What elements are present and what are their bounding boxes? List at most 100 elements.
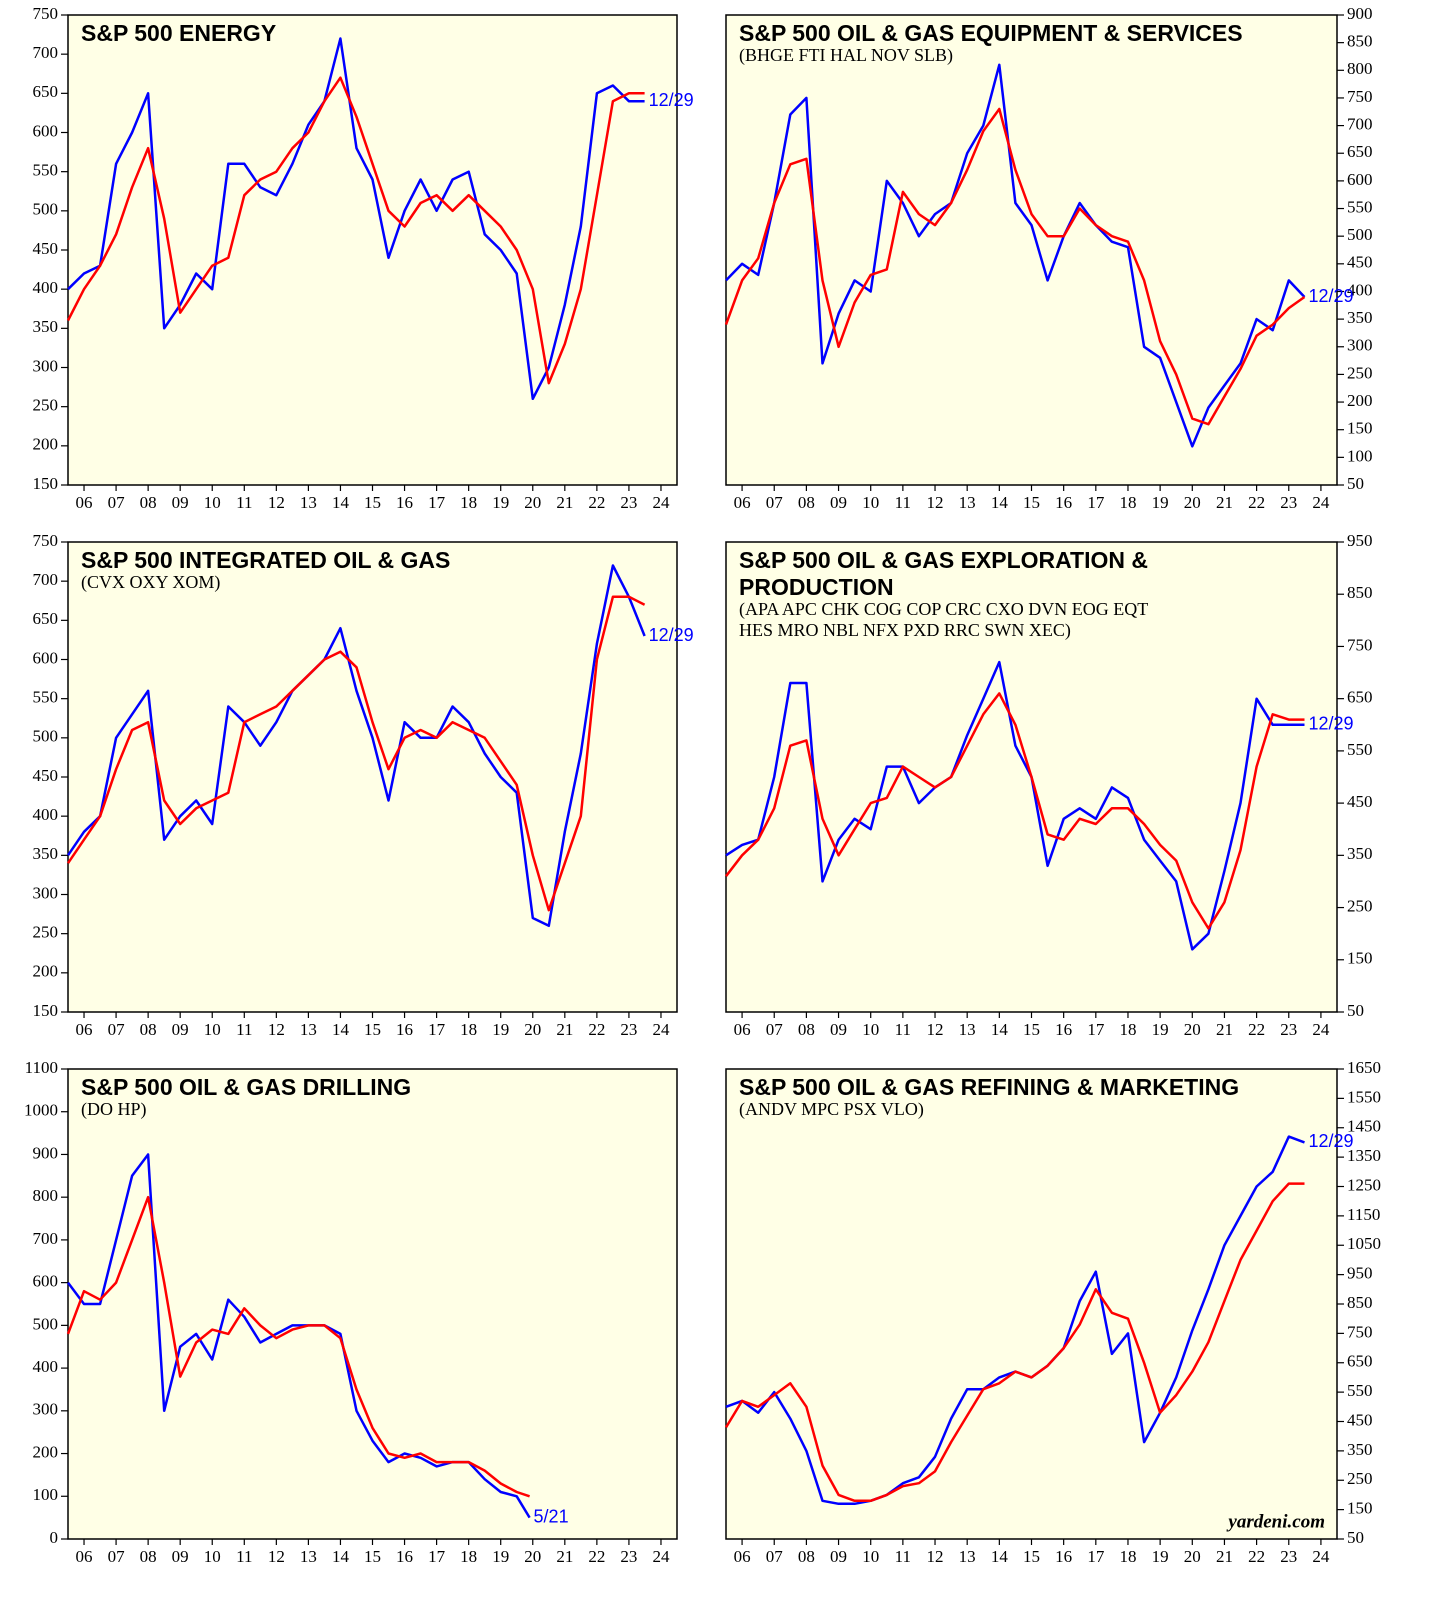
x-tick-label: 10 (862, 493, 879, 512)
panel-subtitle: (CVX OXY XOM) (81, 572, 220, 593)
y-tick-label: 950 (1347, 531, 1373, 550)
x-tick-label: 11 (895, 1547, 911, 1566)
y-tick-label: 650 (33, 82, 59, 101)
y-tick-label: 500 (33, 1314, 59, 1333)
x-tick-label: 20 (1184, 1020, 1201, 1039)
x-tick-label: 23 (620, 1020, 637, 1039)
x-tick-label: 16 (1055, 1547, 1072, 1566)
x-tick-label: 21 (1216, 493, 1233, 512)
x-tick-label: 15 (364, 1547, 381, 1566)
y-tick-label: 800 (1347, 59, 1373, 78)
x-tick-label: 23 (1280, 1547, 1297, 1566)
x-tick-label: 20 (1184, 493, 1201, 512)
y-tick-label: 650 (1347, 142, 1373, 161)
x-tick-label: 15 (1023, 1020, 1040, 1039)
x-tick-label: 07 (766, 1547, 784, 1566)
x-tick-label: 14 (332, 493, 350, 512)
x-tick-label: 15 (364, 493, 381, 512)
x-tick-label: 20 (524, 1020, 541, 1039)
y-tick-label: 600 (33, 121, 59, 140)
panel-subtitle: (DO HP) (81, 1099, 147, 1120)
end-label: 12/29 (1309, 714, 1354, 734)
x-tick-label: 06 (76, 1547, 93, 1566)
x-tick-label: 06 (734, 1547, 751, 1566)
y-tick-label: 600 (33, 648, 59, 667)
x-tick-label: 09 (172, 1547, 189, 1566)
x-tick-label: 14 (991, 493, 1009, 512)
y-tick-label: 250 (1347, 363, 1373, 382)
y-tick-label: 150 (1347, 949, 1373, 968)
y-tick-label: 900 (33, 1143, 59, 1162)
x-tick-label: 13 (959, 1020, 976, 1039)
y-tick-label: 150 (1347, 1499, 1373, 1518)
series-line (724, 1182, 1305, 1503)
x-tick-label: 21 (556, 1020, 573, 1039)
panel: 150 200 250 300 350 400 450 500 550 600 650 700 750 0… (33, 531, 694, 1039)
y-tick-label: 1350 (1347, 1146, 1381, 1165)
x-tick-label: 17 (1087, 493, 1105, 512)
x-tick-label: 16 (396, 1020, 413, 1039)
x-tick-label: 19 (492, 493, 509, 512)
y-tick-label: 1150 (1347, 1205, 1380, 1224)
y-tick-label: 350 (33, 317, 59, 336)
panel: 50 150 250 350 450 550 650 750 850 950 06 07 08 09 10 1… (725, 531, 1373, 1039)
panel: 0 100 200 300 400 500 600 700 800 900 1000 1100 06 07… (24, 1058, 678, 1566)
y-tick-label: 750 (1347, 87, 1373, 106)
x-tick-label: 08 (798, 1547, 815, 1566)
y-tick-label: 450 (1347, 792, 1373, 811)
end-label: 12/29 (1309, 1131, 1354, 1151)
y-tick-label: 500 (33, 727, 59, 746)
x-tick-label: 22 (1248, 1020, 1265, 1039)
series-line (725, 63, 1306, 448)
y-tick-label: 200 (33, 962, 59, 981)
x-tick-label: 06 (734, 1020, 751, 1039)
y-tick-label: 500 (33, 200, 59, 219)
x-tick-label: 08 (798, 493, 815, 512)
x-tick-label: 24 (1312, 493, 1330, 512)
x-tick-label: 17 (1087, 1547, 1105, 1566)
x-tick-label: 23 (1280, 1020, 1297, 1039)
x-tick-label: 10 (204, 1547, 221, 1566)
y-tick-label: 200 (1347, 391, 1373, 410)
x-tick-label: 18 (1119, 1020, 1136, 1039)
x-tick-label: 13 (300, 1020, 317, 1039)
y-tick-label: 800 (33, 1186, 59, 1205)
end-label: 12/29 (649, 625, 694, 645)
x-tick-label: 06 (76, 1020, 93, 1039)
x-tick-label: 16 (1055, 1020, 1072, 1039)
x-tick-label: 19 (1152, 493, 1169, 512)
y-tick-label: 0 (50, 1528, 59, 1547)
x-tick-label: 07 (108, 1547, 126, 1566)
x-tick-label: 08 (140, 1547, 157, 1566)
x-tick-label: 07 (766, 493, 784, 512)
x-tick-label: 18 (1119, 493, 1136, 512)
series-line (67, 37, 645, 401)
x-tick-label: 22 (588, 1020, 605, 1039)
plot-area (725, 14, 1338, 486)
x-tick-label: 15 (1023, 493, 1040, 512)
x-tick-label: 24 (652, 1020, 670, 1039)
y-tick-label: 400 (1347, 280, 1373, 299)
panel: 50 150 250 350 450 550 650 750 850 950 1050 1150 125… (724, 1058, 1381, 1566)
y-tick-label: 1100 (25, 1058, 58, 1077)
y-tick-label: 450 (33, 239, 59, 258)
y-tick-label: 100 (1347, 446, 1373, 465)
x-tick-label: 18 (460, 1020, 477, 1039)
y-tick-label: 400 (33, 805, 59, 824)
source: yardeni.com (1226, 1511, 1325, 1532)
x-tick-label: 09 (172, 493, 189, 512)
x-tick-label: 07 (108, 493, 126, 512)
y-tick-label: 1000 (24, 1101, 58, 1120)
x-tick-label: 20 (524, 493, 541, 512)
x-tick-label: 14 (991, 1547, 1009, 1566)
x-tick-label: 09 (172, 1020, 189, 1039)
x-tick-label: 12 (268, 493, 285, 512)
x-tick-label: 21 (556, 1547, 573, 1566)
y-tick-label: 1550 (1347, 1087, 1381, 1106)
y-tick-label: 650 (33, 609, 59, 628)
y-tick-label: 750 (33, 4, 59, 23)
y-tick-label: 150 (1347, 419, 1373, 438)
x-tick-label: 07 (108, 1020, 126, 1039)
y-tick-label: 550 (33, 688, 59, 707)
y-tick-label: 1050 (1347, 1234, 1381, 1253)
